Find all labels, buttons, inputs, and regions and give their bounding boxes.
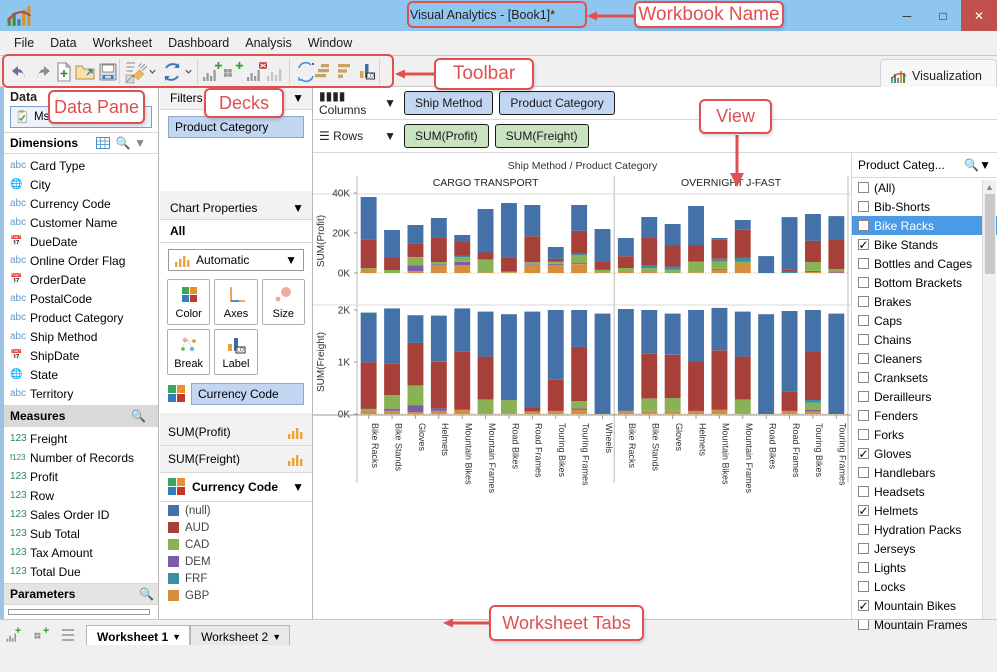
svg-text:Gloves: Gloves (417, 423, 427, 452)
svg-text:SUM(Profit): SUM(Profit) (316, 215, 327, 267)
svg-text:Mountain Bikes: Mountain Bikes (464, 423, 474, 485)
svg-text:Helmets: Helmets (697, 423, 707, 457)
svg-text:0K: 0K (338, 269, 351, 280)
svg-text:Mountain Frames: Mountain Frames (744, 423, 754, 494)
svg-text:Wheels: Wheels (604, 423, 614, 454)
svg-text:Helmets: Helmets (440, 423, 450, 457)
svg-text:Touring Frames: Touring Frames (838, 423, 848, 486)
svg-text:Bike Racks: Bike Racks (627, 423, 637, 469)
svg-text:Road Frames: Road Frames (791, 423, 801, 478)
svg-text:Road Frames: Road Frames (534, 423, 544, 478)
svg-text:Touring Bikes: Touring Bikes (557, 423, 567, 478)
svg-text:Bike Stands: Bike Stands (393, 423, 403, 472)
svg-text:Touring Bikes: Touring Bikes (814, 423, 824, 478)
svg-text:Bike Racks: Bike Racks (370, 423, 380, 469)
svg-text:Road Bikes: Road Bikes (768, 423, 778, 470)
svg-text:Mountain Frames: Mountain Frames (487, 423, 497, 494)
svg-text:LO: LO (237, 348, 244, 354)
svg-text:20K: 20K (332, 229, 350, 240)
svg-text:CARGO TRANSPORT: CARGO TRANSPORT (433, 177, 539, 189)
svg-text:40K: 40K (332, 189, 350, 200)
svg-text:Bike Stands: Bike Stands (651, 423, 661, 472)
svg-text:SUM(Freight): SUM(Freight) (316, 332, 327, 392)
svg-text:2K: 2K (338, 306, 351, 317)
svg-text:Ship Method / Product Category: Ship Method / Product Category (508, 160, 658, 172)
svg-text:1K: 1K (338, 358, 351, 369)
svg-text:Mountain Bikes: Mountain Bikes (721, 423, 731, 485)
svg-text:Gloves: Gloves (674, 423, 684, 452)
svg-text:Touring Frames: Touring Frames (580, 423, 590, 486)
svg-text:Road Bikes: Road Bikes (510, 423, 520, 470)
